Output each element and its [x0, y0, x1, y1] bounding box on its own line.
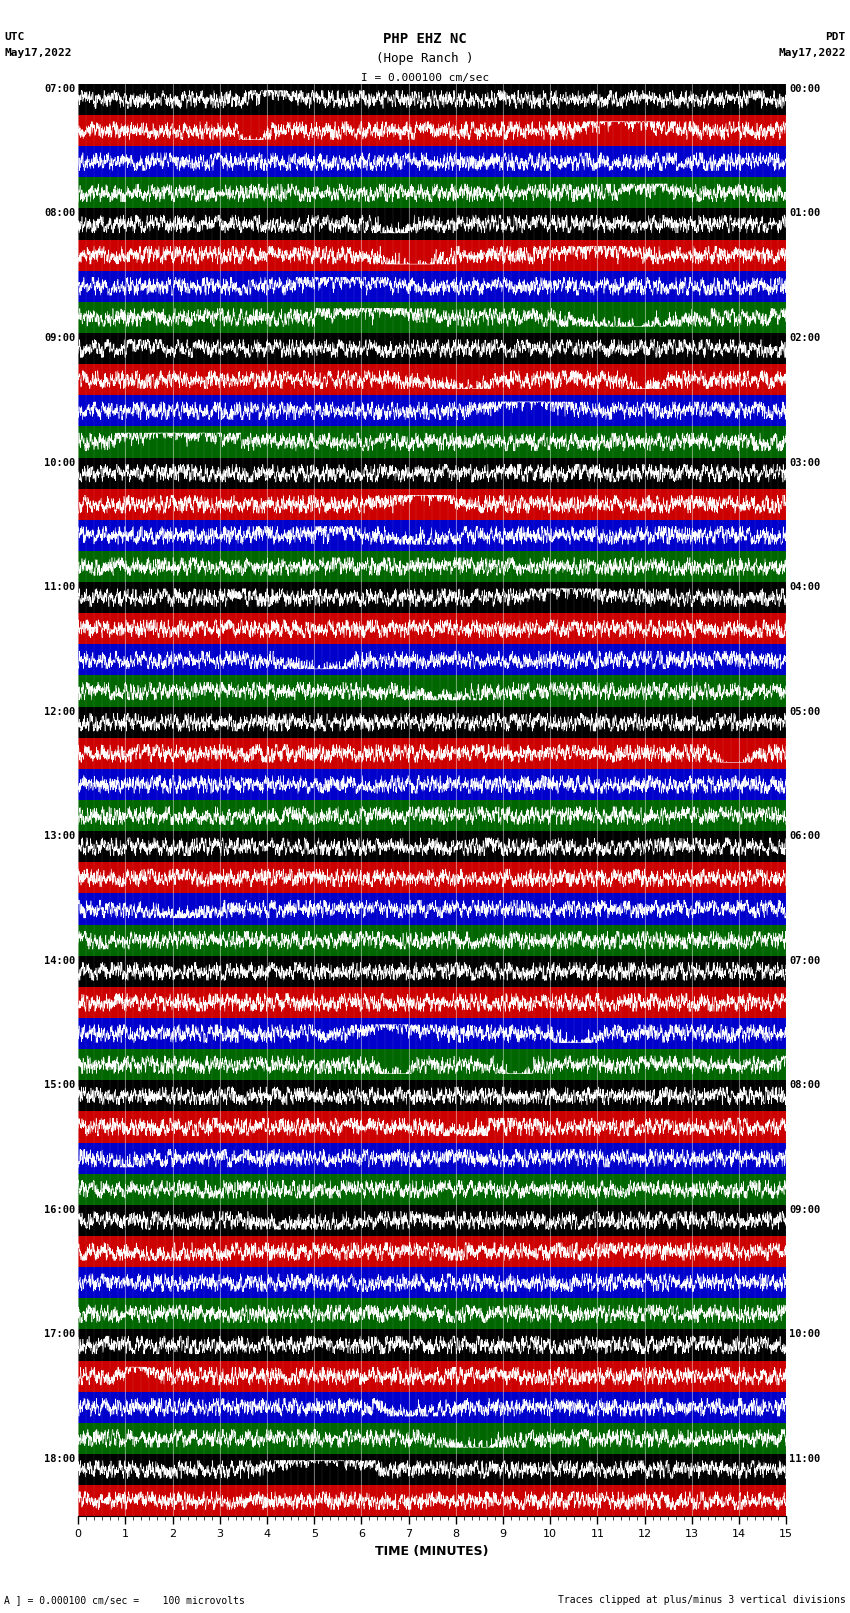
Bar — [78, 332, 786, 365]
Text: 15:00: 15:00 — [44, 1081, 76, 1090]
Bar — [78, 582, 786, 613]
Bar — [78, 613, 786, 644]
Bar — [78, 1268, 786, 1298]
Bar — [78, 1018, 786, 1048]
Bar — [78, 240, 786, 271]
Bar — [78, 84, 786, 115]
Text: 10:00: 10:00 — [44, 458, 76, 468]
Bar — [78, 365, 786, 395]
Text: 11:00: 11:00 — [44, 582, 76, 592]
Text: 17:00: 17:00 — [44, 1329, 76, 1339]
Bar — [78, 1081, 786, 1111]
Text: 03:00: 03:00 — [789, 458, 820, 468]
Text: 00:00: 00:00 — [789, 84, 820, 94]
Text: 05:00: 05:00 — [789, 706, 820, 716]
Bar — [78, 1205, 786, 1236]
Text: 06:00: 06:00 — [789, 831, 820, 842]
Text: 09:00: 09:00 — [789, 1205, 820, 1215]
Bar — [78, 800, 786, 831]
Bar — [78, 863, 786, 894]
Bar — [78, 1486, 786, 1516]
Bar — [78, 1142, 786, 1174]
Bar — [78, 644, 786, 676]
Text: Traces clipped at plus/minus 3 vertical divisions: Traces clipped at plus/minus 3 vertical … — [558, 1595, 846, 1605]
Bar — [78, 208, 786, 240]
Text: May17,2022: May17,2022 — [4, 48, 71, 58]
Text: 07:00: 07:00 — [789, 957, 820, 966]
Text: 09:00: 09:00 — [44, 332, 76, 344]
Text: 12:00: 12:00 — [44, 706, 76, 716]
Text: 02:00: 02:00 — [789, 332, 820, 344]
Text: 14:00: 14:00 — [44, 957, 76, 966]
Bar — [78, 706, 786, 737]
Bar — [78, 115, 786, 147]
Text: May17,2022: May17,2022 — [779, 48, 846, 58]
Bar — [78, 147, 786, 177]
Bar — [78, 395, 786, 426]
Text: UTC: UTC — [4, 32, 25, 42]
Bar — [78, 924, 786, 957]
Text: 10:00: 10:00 — [789, 1329, 820, 1339]
Text: 01:00: 01:00 — [789, 208, 820, 218]
Bar — [78, 987, 786, 1018]
Text: 07:00: 07:00 — [44, 84, 76, 94]
Bar — [78, 676, 786, 706]
Text: 18:00: 18:00 — [44, 1453, 76, 1465]
Bar — [78, 831, 786, 863]
Text: 04:00: 04:00 — [789, 582, 820, 592]
Bar — [78, 1423, 786, 1453]
Text: 16:00: 16:00 — [44, 1205, 76, 1215]
Bar — [78, 957, 786, 987]
Bar — [78, 519, 786, 552]
Bar — [78, 1360, 786, 1392]
Text: PDT: PDT — [825, 32, 846, 42]
Bar — [78, 1111, 786, 1142]
Text: (Hope Ranch ): (Hope Ranch ) — [377, 52, 473, 65]
Bar — [78, 552, 786, 582]
Text: 13:00: 13:00 — [44, 831, 76, 842]
Bar — [78, 1392, 786, 1423]
Text: 11:00: 11:00 — [789, 1453, 820, 1465]
Text: 08:00: 08:00 — [44, 208, 76, 218]
Text: A ] = 0.000100 cm/sec =    100 microvolts: A ] = 0.000100 cm/sec = 100 microvolts — [4, 1595, 245, 1605]
Text: 08:00: 08:00 — [789, 1081, 820, 1090]
Bar — [78, 1174, 786, 1205]
Bar — [78, 1048, 786, 1081]
Bar — [78, 894, 786, 924]
Text: PHP EHZ NC: PHP EHZ NC — [383, 32, 467, 47]
Bar — [78, 769, 786, 800]
Bar — [78, 458, 786, 489]
Bar — [78, 1453, 786, 1486]
Bar — [78, 302, 786, 332]
Bar — [78, 1298, 786, 1329]
Bar — [78, 271, 786, 302]
Text: I = 0.000100 cm/sec: I = 0.000100 cm/sec — [361, 73, 489, 82]
Bar — [78, 426, 786, 458]
Bar — [78, 177, 786, 208]
Bar — [78, 1236, 786, 1268]
X-axis label: TIME (MINUTES): TIME (MINUTES) — [376, 1545, 489, 1558]
Bar — [78, 737, 786, 769]
Bar — [78, 1329, 786, 1360]
Bar — [78, 489, 786, 519]
